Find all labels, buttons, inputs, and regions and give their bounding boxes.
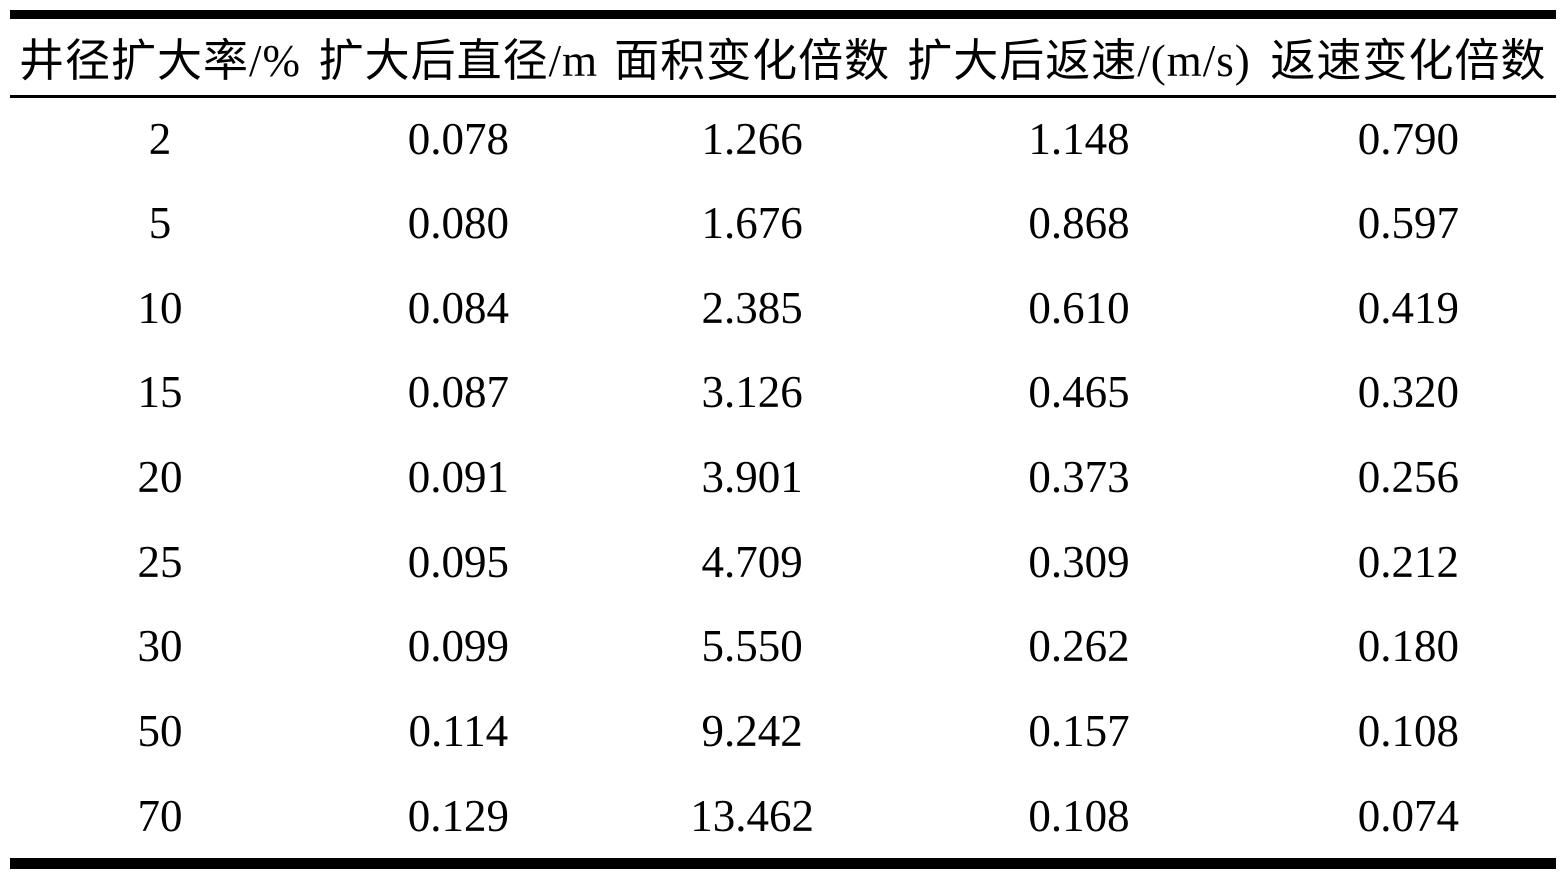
table-cell: 0.790	[1357, 114, 1459, 165]
table-row: 25 0.095 4.709 0.309 0.212	[10, 519, 1556, 604]
column-header-hole-enlargement-rate: 井径扩大率/%	[18, 36, 301, 87]
table-cell: 2.385	[701, 282, 803, 333]
table-cell: 1.148	[1028, 114, 1130, 165]
table-cell: 9.242	[701, 706, 803, 757]
table-row: 5 0.080 1.676 0.868 0.597	[10, 181, 1556, 266]
table-cell: 0.465	[1028, 367, 1130, 418]
column-header-enlarged-return-velocity: 扩大后返速/(m/s)	[907, 36, 1251, 87]
data-table: 井径扩大率/% 扩大后直径/m 面积变化倍数 扩大后返速/(m/s) 返速变化倍…	[10, 19, 1556, 858]
table-cell: 0.212	[1357, 536, 1459, 587]
data-table-container: 井径扩大率/% 扩大后直径/m 面积变化倍数 扩大后返速/(m/s) 返速变化倍…	[10, 10, 1556, 870]
table-cell: 5.550	[701, 621, 803, 672]
table-cell: 0.114	[408, 706, 509, 757]
table-cell: 0.262	[1028, 621, 1130, 672]
table-cell: 0.373	[1028, 452, 1130, 503]
table-cell: 25	[137, 536, 183, 587]
table-cell: 0.078	[407, 114, 509, 165]
table-cell: 1.676	[701, 198, 803, 249]
table-row: 2 0.078 1.266 1.148 0.790	[10, 96, 1556, 181]
column-header-velocity-change-multiple: 返速变化倍数	[1270, 36, 1547, 87]
table-cell: 0.095	[407, 536, 509, 587]
table-cell: 0.099	[407, 621, 509, 672]
table-row: 15 0.087 3.126 0.465 0.320	[10, 350, 1556, 435]
table-cell: 0.157	[1028, 706, 1130, 757]
table-row: 50 0.114 9.242 0.157 0.108	[10, 689, 1556, 774]
table-cell: 0.091	[407, 452, 509, 503]
table-cell: 30	[137, 621, 183, 672]
table-cell: 0.108	[1357, 706, 1459, 757]
table-cell: 1.266	[701, 114, 803, 165]
table-cell: 0.084	[407, 282, 509, 333]
table-cell: 4.709	[701, 536, 803, 587]
table-cell: 15	[137, 367, 183, 418]
table-cell: 50	[137, 706, 183, 757]
table-cell: 0.868	[1028, 198, 1130, 249]
table-row: 10 0.084 2.385 0.610 0.419	[10, 265, 1556, 350]
table-cell: 2	[148, 114, 172, 165]
table-cell: 0.080	[407, 198, 509, 249]
table-cell: 10	[137, 282, 183, 333]
table-cell: 0.320	[1357, 367, 1459, 418]
column-header-enlarged-diameter: 扩大后直径/m	[318, 36, 599, 87]
table-row: 20 0.091 3.901 0.373 0.256	[10, 435, 1556, 520]
table-cell: 20	[137, 452, 183, 503]
column-header-area-change-multiple: 面积变化倍数	[614, 36, 891, 87]
table-header: 井径扩大率/% 扩大后直径/m 面积变化倍数 扩大后返速/(m/s) 返速变化倍…	[10, 19, 1556, 96]
table-cell: 0.309	[1028, 536, 1130, 587]
table-row: 30 0.099 5.550 0.262 0.180	[10, 604, 1556, 689]
table-row: 70 0.129 13.462 0.108 0.074	[10, 774, 1556, 859]
table-cell: 70	[137, 790, 183, 841]
table-cell: 13.462	[690, 790, 814, 841]
table-cell: 0.610	[1028, 282, 1130, 333]
table-cell: 0.087	[407, 367, 509, 418]
table-cell: 5	[148, 198, 172, 249]
table-cell: 0.074	[1357, 790, 1459, 841]
table-cell: 0.129	[407, 790, 509, 841]
table-cell: 0.419	[1357, 282, 1459, 333]
table-cell: 3.901	[701, 452, 803, 503]
table-cell: 0.180	[1357, 621, 1459, 672]
table-cell: 0.597	[1357, 198, 1459, 249]
header-row: 井径扩大率/% 扩大后直径/m 面积变化倍数 扩大后返速/(m/s) 返速变化倍…	[10, 19, 1556, 96]
table-cell: 0.108	[1028, 790, 1130, 841]
table-body: 2 0.078 1.266 1.148 0.790 5 0.080 1.676 …	[10, 96, 1556, 858]
table-cell: 0.256	[1357, 452, 1459, 503]
table-cell: 3.126	[701, 367, 803, 418]
